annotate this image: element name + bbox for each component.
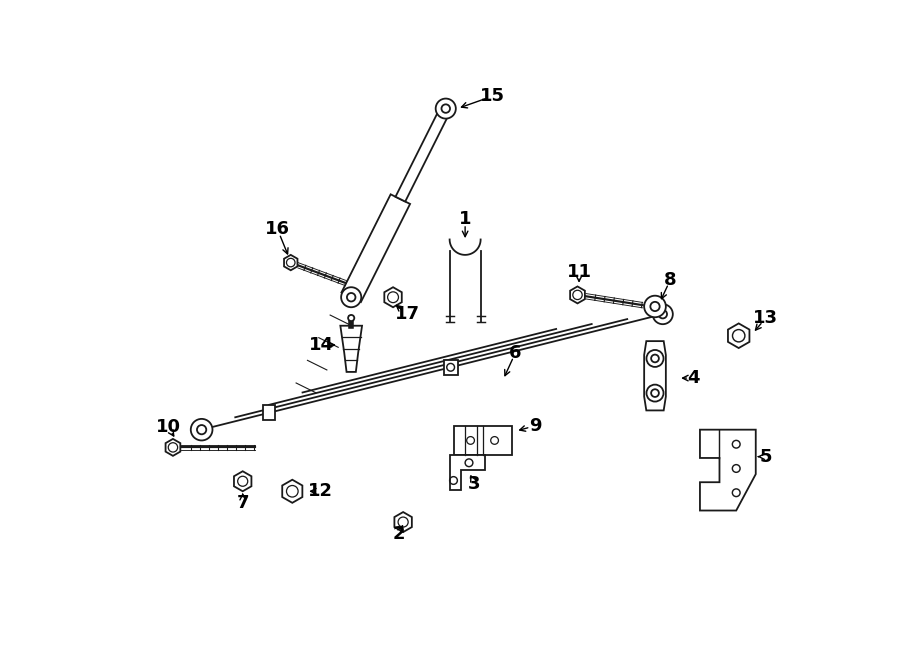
Bar [444,360,457,375]
Text: 9: 9 [528,417,541,435]
Polygon shape [700,430,756,510]
Text: 2: 2 [393,525,406,543]
Text: 17: 17 [394,305,419,323]
Circle shape [388,292,399,303]
Text: 7: 7 [237,494,249,512]
Polygon shape [395,106,451,202]
Polygon shape [341,194,410,302]
Circle shape [733,330,745,342]
Circle shape [651,389,659,397]
Circle shape [442,104,450,113]
Polygon shape [728,323,750,348]
Polygon shape [570,286,585,303]
Circle shape [659,310,667,319]
Polygon shape [644,341,666,410]
Bar [263,405,275,420]
Circle shape [346,293,356,301]
Text: 11: 11 [567,263,591,281]
Polygon shape [384,288,401,307]
Circle shape [191,419,212,440]
Circle shape [646,385,663,402]
Circle shape [341,288,361,307]
Text: 8: 8 [664,270,677,288]
Text: 12: 12 [308,483,333,500]
Polygon shape [394,512,412,532]
Text: 3: 3 [468,475,481,492]
Circle shape [652,304,673,324]
Circle shape [286,485,298,497]
Circle shape [197,425,206,434]
Polygon shape [166,439,180,456]
Circle shape [238,477,248,486]
Circle shape [651,354,659,362]
Text: 16: 16 [266,221,290,239]
Polygon shape [340,326,362,372]
Text: 6: 6 [509,344,522,362]
Circle shape [446,364,454,371]
Circle shape [644,295,666,317]
Circle shape [398,517,409,527]
Bar [454,426,511,455]
Polygon shape [283,480,302,503]
Polygon shape [234,471,251,491]
Text: 15: 15 [480,87,505,105]
Text: 5: 5 [760,447,772,465]
Text: 14: 14 [310,336,334,354]
Circle shape [646,350,663,367]
Text: 4: 4 [688,369,700,387]
Text: 1: 1 [459,210,472,229]
Circle shape [348,315,355,321]
Circle shape [651,302,660,311]
Text: 13: 13 [753,309,778,327]
Polygon shape [284,255,298,270]
Polygon shape [450,455,484,490]
Text: 10: 10 [156,418,181,436]
Circle shape [436,98,455,118]
